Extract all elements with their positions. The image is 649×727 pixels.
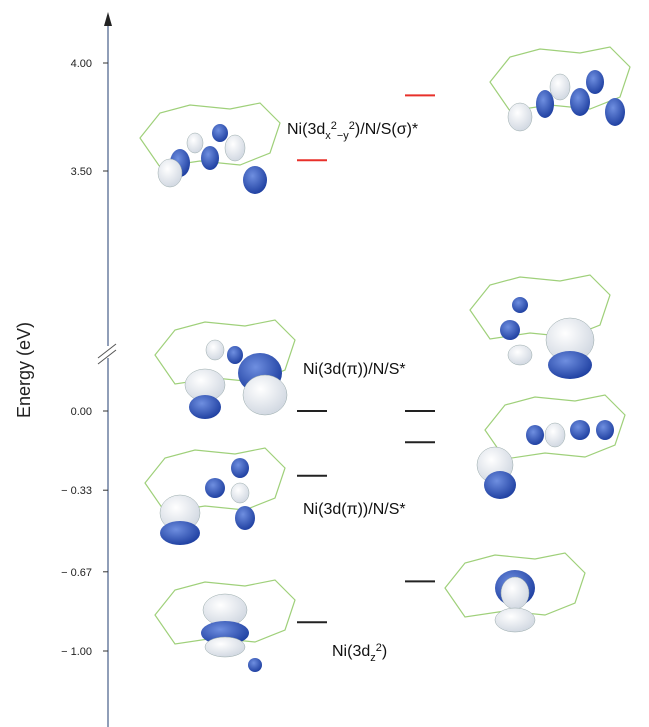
orbital-lobe	[189, 395, 221, 419]
orbital-lobe	[205, 478, 225, 498]
tick-label: − 1.00	[61, 646, 92, 658]
tick-label: − 0.33	[61, 485, 92, 497]
label-part: Ni(3d	[332, 643, 370, 660]
orbital-lobe	[227, 346, 243, 364]
orbital-label: Ni(3d(π))/N/S*	[303, 361, 406, 378]
orbital-lobe	[605, 98, 625, 126]
tick-label: 3.50	[71, 166, 92, 178]
orbital-lobe	[495, 608, 535, 632]
orbital-lobe	[526, 425, 544, 445]
orbital-label: Ni(3dz2)	[332, 642, 387, 664]
orbital-lobe	[243, 166, 267, 194]
orbital-lobe	[570, 88, 590, 116]
orbital-lobe	[500, 320, 520, 340]
figure: Energy (eV) Ni(3dx2−y2)/N/S(σ)* Ni(3d(π)…	[0, 0, 649, 727]
tick-label: 0.00	[71, 406, 92, 418]
orbital-lobe	[160, 521, 200, 545]
label-part: Ni(3d(π))/N/S*	[303, 361, 406, 378]
label-part: Ni(3d	[287, 121, 325, 138]
orbital-lobe	[586, 70, 604, 94]
tick-label: − 0.67	[61, 567, 92, 579]
orbital-lobe	[212, 124, 228, 142]
orbital-label: Ni(3d(π))/N/S*	[303, 501, 406, 518]
orbital-lobe	[570, 420, 590, 440]
orbital-lobe	[243, 375, 287, 415]
axis-arrow	[104, 12, 112, 26]
orbital-lobe	[512, 297, 528, 313]
label-part: Ni(3d(π))/N/S*	[303, 501, 406, 518]
orbital-lobe	[508, 345, 532, 365]
orbital-lobe	[205, 637, 245, 657]
orbital-pictures	[140, 47, 630, 672]
orbital-lobe	[158, 159, 182, 187]
label-part: )/N/S(σ)*	[355, 121, 418, 138]
orbital-lobe	[550, 74, 570, 100]
orbital-lobe	[545, 423, 565, 447]
label-part: −y	[337, 130, 349, 142]
orbital-lobe	[596, 420, 614, 440]
orbital-lobe	[536, 90, 554, 118]
orbital-lobe	[248, 658, 262, 672]
orbital-lobe	[231, 458, 249, 478]
axis-title: Energy (eV)	[14, 322, 34, 418]
orbital-lobe	[235, 506, 255, 530]
orbital-lobe	[501, 577, 529, 609]
label-part: )	[382, 643, 387, 660]
tick-label: 4.00	[71, 58, 92, 70]
orbital-label: Ni(3dx2−y2)/N/S(σ)*	[287, 120, 418, 142]
orbital-lobe	[548, 351, 592, 379]
orbital-lobe	[206, 340, 224, 360]
orbital-lobe	[225, 135, 245, 161]
orbital-lobe	[508, 103, 532, 131]
orbital-lobe	[201, 146, 219, 170]
orbital-lobe	[187, 133, 203, 153]
orbital-lobe	[231, 483, 249, 503]
orbital-lobe	[484, 471, 516, 499]
